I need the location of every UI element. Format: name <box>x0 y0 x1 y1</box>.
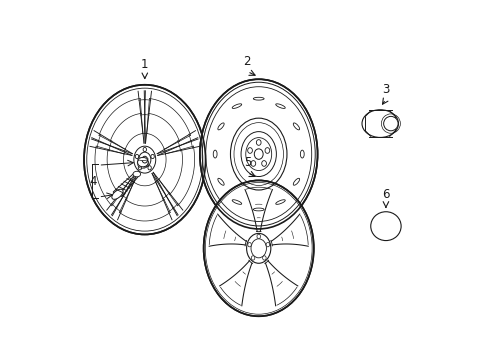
Ellipse shape <box>294 123 299 130</box>
Ellipse shape <box>232 104 242 108</box>
Text: 6: 6 <box>382 188 390 201</box>
Ellipse shape <box>218 123 224 130</box>
Ellipse shape <box>213 150 217 158</box>
Text: 3: 3 <box>382 83 390 96</box>
Ellipse shape <box>112 189 123 199</box>
Ellipse shape <box>248 243 251 247</box>
Ellipse shape <box>253 208 264 211</box>
Ellipse shape <box>133 171 141 177</box>
Ellipse shape <box>276 104 285 108</box>
Ellipse shape <box>138 158 148 161</box>
Ellipse shape <box>294 178 299 185</box>
Ellipse shape <box>251 256 255 260</box>
Ellipse shape <box>263 256 266 260</box>
Ellipse shape <box>204 180 314 316</box>
Ellipse shape <box>300 150 304 158</box>
Ellipse shape <box>200 79 318 229</box>
Ellipse shape <box>266 243 270 247</box>
Ellipse shape <box>253 97 264 100</box>
Ellipse shape <box>276 200 285 204</box>
Text: 1: 1 <box>141 58 148 71</box>
Ellipse shape <box>84 85 206 234</box>
Ellipse shape <box>384 116 398 131</box>
Text: 2: 2 <box>244 55 251 68</box>
Text: 4: 4 <box>90 175 98 188</box>
Ellipse shape <box>218 178 224 185</box>
Ellipse shape <box>138 158 148 167</box>
Ellipse shape <box>232 200 242 204</box>
Ellipse shape <box>257 234 261 239</box>
Text: 5: 5 <box>244 156 251 169</box>
